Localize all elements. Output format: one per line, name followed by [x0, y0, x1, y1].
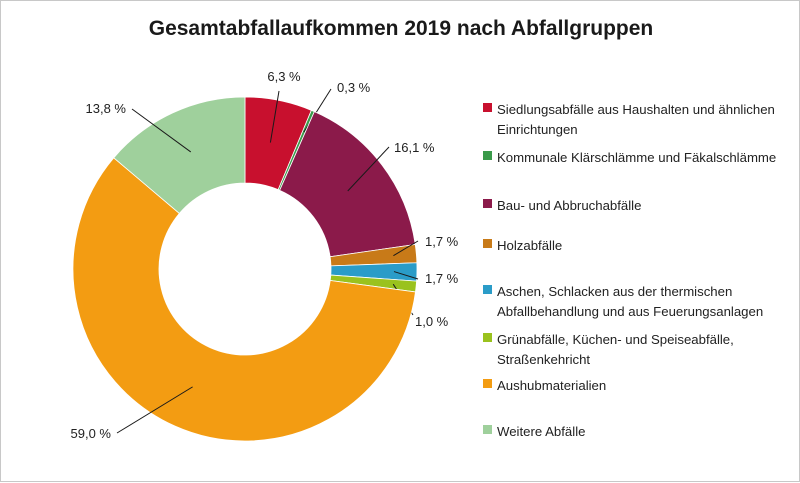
data-label: 1,7 % [425, 234, 459, 249]
legend-swatch [483, 285, 492, 294]
legend-swatch [483, 425, 492, 434]
data-label: 0,3 % [337, 80, 371, 95]
leader-line [347, 146, 390, 192]
legend-swatch [483, 379, 492, 388]
data-label: 1,0 % [415, 314, 449, 329]
chart-title: Gesamtabfallaufkommen 2019 nach Abfallgr… [148, 17, 654, 40]
legend-swatch [483, 239, 492, 248]
legend-label: Aushubmaterialien [497, 378, 607, 393]
data-label: 13,8 % [86, 101, 127, 116]
legend-label: Holzabfälle [497, 238, 563, 253]
data-label: 1,7 % [425, 271, 459, 286]
leader-line [131, 108, 192, 153]
legend-label: Bau- und Abbruchabfälle [497, 198, 642, 213]
donut-slice [113, 96, 246, 214]
leader-line [116, 386, 193, 434]
legend-swatch [483, 151, 492, 160]
donut-slice [72, 157, 416, 442]
legend-swatch [483, 333, 492, 342]
legend-swatch [483, 199, 492, 208]
leader-line [393, 271, 419, 280]
data-label: 6,3 % [267, 69, 301, 84]
legend-label: Weitere Abfälle [497, 424, 586, 439]
legend-swatch [483, 103, 492, 112]
leader-line [393, 240, 419, 257]
legend-label: Grünabfälle, Küchen- und Speiseabfälle, … [497, 332, 734, 367]
legend-label: Kommunale Klärschlämme und Fäkalschlämme [497, 150, 777, 165]
leader-line [269, 90, 280, 143]
data-label: 59,0 % [71, 426, 112, 441]
legend-label: Aschen, Schlacken aus der thermischen Ab… [497, 284, 764, 319]
legend-label: Siedlungsabfälle aus Haushalten und ähnl… [497, 102, 775, 137]
data-label: 16,1 % [394, 140, 435, 155]
